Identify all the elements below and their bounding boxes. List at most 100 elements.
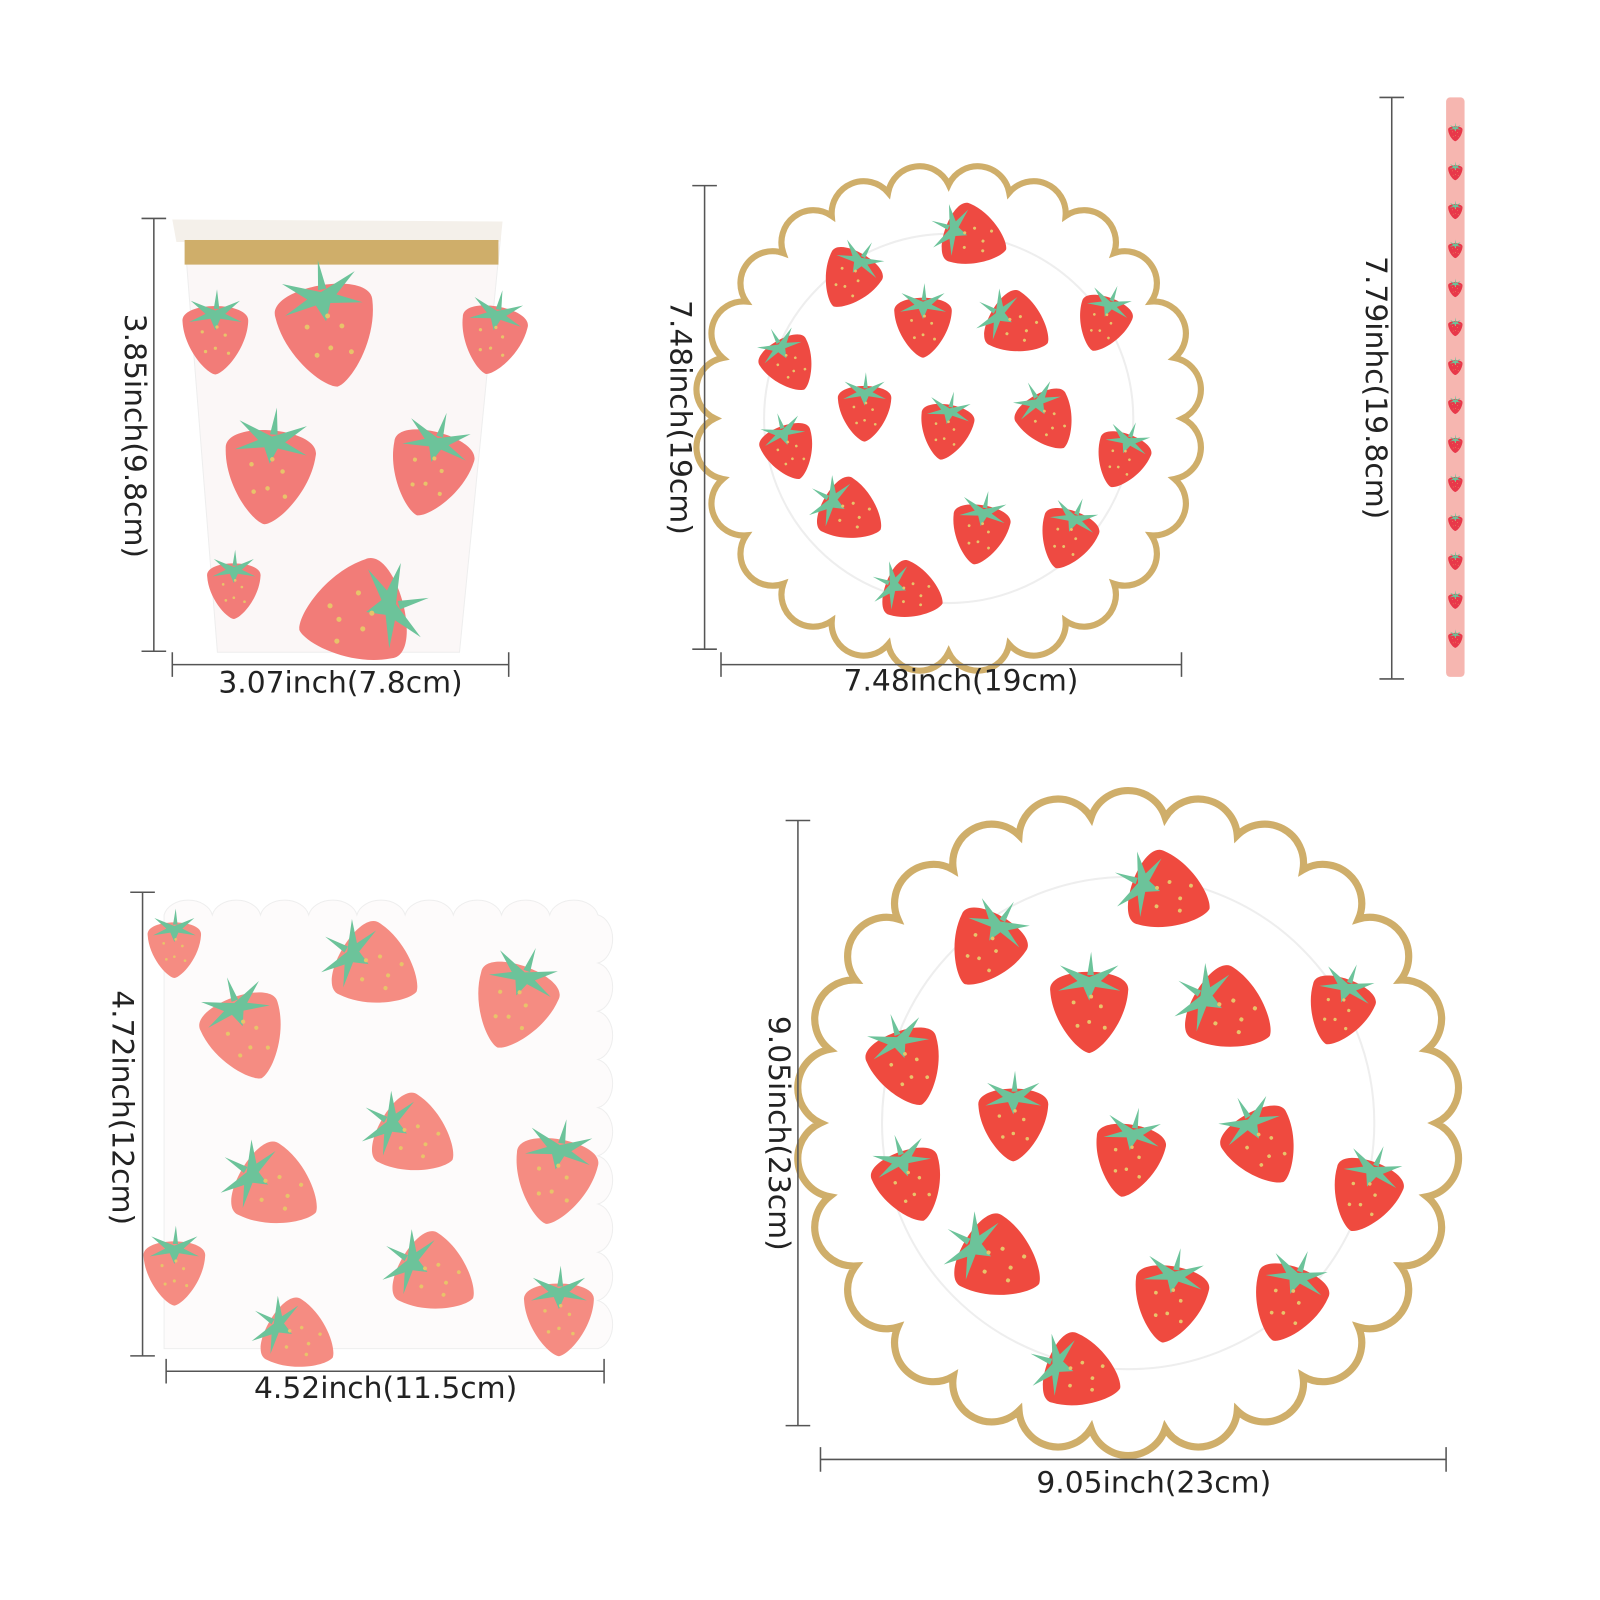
seed (1245, 1145, 1249, 1150)
seed (223, 333, 227, 337)
seed (1011, 1131, 1016, 1136)
strawberry-leaves (867, 1013, 930, 1060)
seed (1457, 171, 1458, 172)
strawberry-leaves (900, 283, 947, 319)
seed (1455, 364, 1457, 366)
strawberry-leaves (531, 1265, 587, 1310)
seed (1351, 1181, 1356, 1186)
seed (1452, 365, 1453, 367)
seed (248, 1045, 253, 1050)
seed (921, 333, 925, 337)
seed (363, 958, 369, 963)
strawberry-leaves (1114, 851, 1162, 917)
seed (1455, 442, 1457, 443)
seed (543, 1309, 547, 1313)
seed (1022, 1254, 1027, 1259)
seed (163, 1282, 167, 1286)
seed (1098, 329, 1102, 332)
seed (1116, 465, 1120, 469)
seed (243, 600, 246, 604)
straw (1446, 97, 1465, 677)
seed (240, 585, 244, 589)
seed (1108, 465, 1112, 469)
seed (997, 1114, 1002, 1118)
seed (441, 1292, 446, 1297)
seed (855, 421, 858, 425)
seed (786, 375, 790, 379)
strawberry (516, 1119, 599, 1224)
seed (1022, 1117, 1026, 1122)
seed (1130, 1145, 1134, 1149)
strawberry (1080, 285, 1133, 351)
seed (1256, 1132, 1261, 1137)
dimensions: 3.85inch(9.8cm) 7.48inch(19cm) 7.79inhc(19… (105, 96, 1447, 1501)
content: 3.85inch(9.8cm) 7.48inch(19cm) 7.79inhc(19… (105, 96, 1465, 1501)
seed (325, 313, 331, 319)
seed (1165, 1311, 1170, 1316)
seed (1452, 408, 1454, 410)
seed (288, 1329, 292, 1333)
seed (386, 973, 391, 978)
seed (500, 335, 505, 339)
seed (1167, 880, 1172, 884)
seed (304, 1352, 309, 1357)
seed (1018, 315, 1022, 319)
seed (1042, 409, 1046, 413)
seed (557, 1326, 561, 1331)
strawberry (1050, 951, 1129, 1054)
seed (1457, 175, 1459, 176)
seed (226, 351, 231, 355)
seed (981, 522, 985, 526)
seed (1454, 368, 1456, 370)
seed (1452, 291, 1454, 293)
seed (851, 294, 855, 298)
width-line (165, 1358, 605, 1384)
strawberry (809, 475, 882, 538)
seed (369, 610, 375, 616)
seed (280, 469, 285, 474)
seed (213, 346, 218, 350)
strawberry-leaves (757, 327, 802, 364)
strawberry-body (207, 563, 261, 620)
seed (285, 1193, 290, 1198)
strawberry-leaves (1058, 951, 1121, 1001)
strawberry (759, 413, 813, 479)
seed (1455, 325, 1457, 327)
strawberry-leaves (943, 1211, 999, 1280)
strawberry-leaves (1449, 629, 1462, 639)
strawberry-leaves (836, 239, 885, 279)
seed (986, 530, 990, 534)
seed (1087, 1019, 1092, 1024)
seed (233, 579, 237, 582)
seed (1296, 1300, 1301, 1305)
seed (277, 1174, 282, 1180)
width-line (819, 1447, 1447, 1472)
seed (215, 325, 219, 329)
seed (1452, 443, 1453, 445)
seed (437, 491, 442, 496)
seed (925, 1075, 930, 1080)
strawberry-leaves (926, 391, 971, 425)
seed (867, 507, 871, 511)
seed (1454, 407, 1456, 409)
seed (1452, 287, 1453, 289)
seed (1452, 170, 1453, 172)
seed (1452, 330, 1454, 332)
seed (793, 356, 797, 360)
strawberry-body (1448, 126, 1463, 142)
strawberry (1334, 1146, 1404, 1231)
seed (1457, 253, 1459, 254)
seed (1326, 997, 1330, 1002)
strawberry (1174, 963, 1271, 1047)
strawberry-leaves (1174, 963, 1230, 1032)
seed (549, 1189, 554, 1194)
strawberry (199, 977, 281, 1079)
seed (1090, 329, 1093, 332)
seed (1457, 136, 1459, 137)
seed (1452, 174, 1454, 176)
seed (1128, 458, 1131, 462)
seed (1455, 598, 1457, 599)
strawberry (523, 1265, 594, 1357)
seed (203, 349, 208, 354)
strawberry-leaves (1449, 434, 1462, 444)
